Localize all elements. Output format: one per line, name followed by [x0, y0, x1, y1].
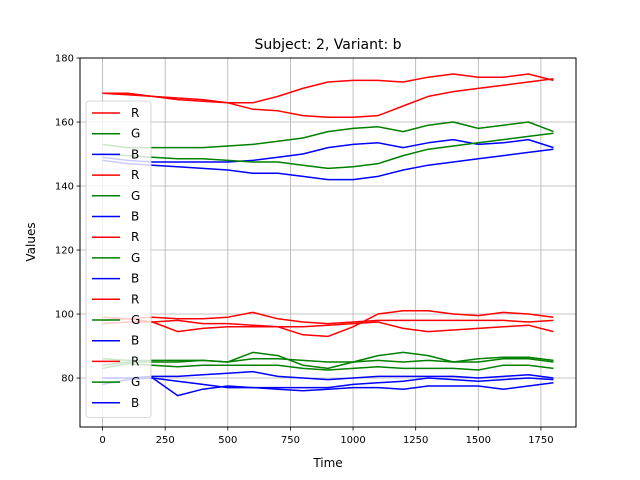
legend-label: R — [131, 292, 139, 306]
x-tick-label: 750 — [281, 435, 300, 446]
legend-label: R — [131, 168, 139, 182]
series-line-r — [102, 310, 554, 338]
x-tick-label: 1500 — [466, 435, 491, 446]
legend-label: G — [131, 189, 140, 203]
legend-label: B — [131, 272, 139, 286]
x-tick-label: 250 — [156, 435, 175, 446]
legend-label: R — [131, 106, 139, 120]
series-line-g — [102, 351, 554, 370]
y-tick-label: 120 — [55, 246, 74, 257]
legend-label: B — [131, 396, 139, 410]
y-tick-label: 140 — [55, 182, 74, 193]
chart-title: Subject: 2, Variant: b — [254, 37, 401, 53]
x-tick-label: 1250 — [403, 435, 428, 446]
legend-label: R — [131, 354, 139, 368]
x-tick-label: 500 — [218, 435, 237, 446]
series-line-b — [102, 377, 554, 392]
series-line-r — [102, 78, 554, 118]
series-line-b — [102, 138, 554, 163]
y-tick-label: 100 — [55, 310, 74, 321]
series-lines — [102, 73, 554, 397]
plot-frame — [79, 57, 577, 428]
legend-label: G — [131, 313, 140, 327]
legend-label: G — [131, 251, 140, 265]
series-line-b — [102, 377, 554, 397]
series-line-r — [102, 321, 554, 333]
series-line-g — [102, 362, 554, 371]
series-line-r — [102, 311, 554, 325]
y-tick-label: 80 — [61, 374, 74, 385]
x-tick-label: 1750 — [528, 435, 553, 446]
x-tick-label: 0 — [99, 435, 105, 446]
series-line-g — [102, 121, 554, 149]
legend-label: B — [131, 210, 139, 224]
x-axis-label: Time — [312, 456, 342, 470]
y-tick-label: 160 — [55, 118, 74, 129]
legend-label: B — [131, 147, 139, 161]
series-line-g — [102, 132, 554, 170]
series-line-g — [102, 358, 554, 366]
y-tick-label: 180 — [55, 54, 74, 65]
y-axis-label: Values — [24, 222, 38, 261]
legend-label: G — [131, 127, 140, 141]
series-line-r — [102, 73, 554, 104]
legend-box — [85, 100, 152, 418]
legend-label: B — [131, 334, 139, 348]
series-line-b — [102, 148, 554, 181]
legend-label: G — [131, 375, 140, 389]
legend-label: R — [131, 230, 139, 244]
axis-ticks: 0 250 500 750 1000 1250 1500 1750 80 100 120 140 160… — [55, 54, 554, 447]
series-line-b — [102, 370, 554, 381]
x-tick-label: 1000 — [340, 435, 365, 446]
